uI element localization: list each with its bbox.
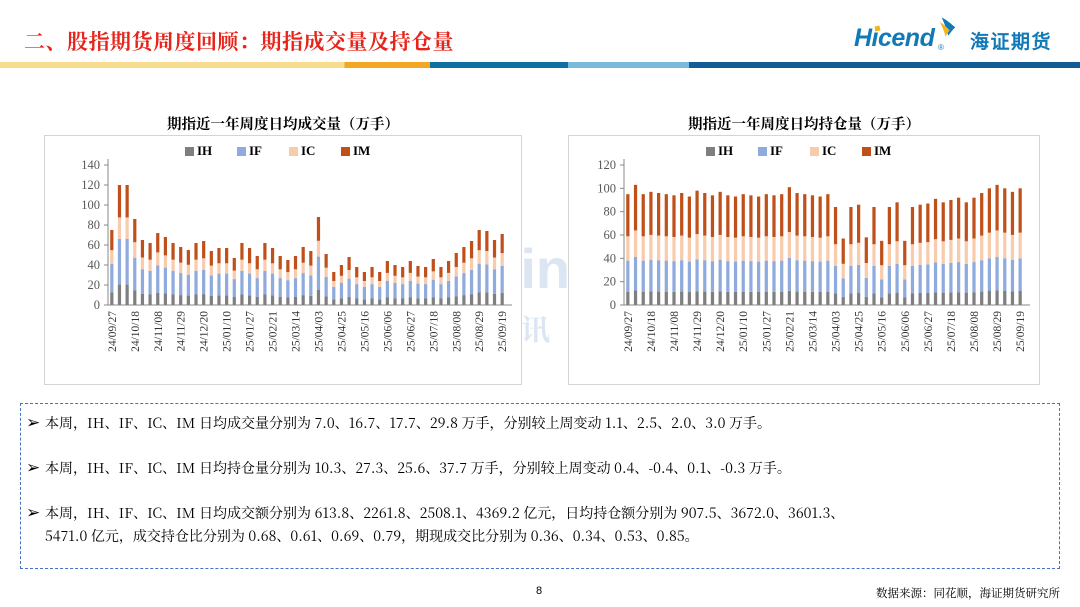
svg-text:25/01/10: 25/01/10 bbox=[738, 311, 750, 352]
svg-text:100: 100 bbox=[597, 181, 616, 195]
svg-text:20: 20 bbox=[88, 278, 101, 292]
svg-text:24/11/08: 24/11/08 bbox=[153, 311, 165, 352]
svg-text:IC: IC bbox=[301, 143, 315, 158]
svg-text:24/09/27: 24/09/27 bbox=[107, 311, 119, 352]
svg-text:25/08/08: 25/08/08 bbox=[451, 311, 463, 352]
svg-text:100: 100 bbox=[81, 198, 100, 212]
svg-text:25/06/06: 25/06/06 bbox=[900, 311, 912, 352]
svg-text:25/04/03: 25/04/03 bbox=[313, 311, 325, 352]
svg-text:24/10/18: 24/10/18 bbox=[646, 311, 658, 352]
svg-text:24/12/20: 24/12/20 bbox=[199, 311, 211, 352]
svg-text:120: 120 bbox=[81, 178, 100, 192]
svg-text:24/10/18: 24/10/18 bbox=[130, 311, 142, 352]
svg-text:IF: IF bbox=[249, 143, 262, 158]
svg-text:25/08/29: 25/08/29 bbox=[992, 311, 1004, 352]
svg-text:25/02/21: 25/02/21 bbox=[268, 311, 280, 352]
svg-text:140: 140 bbox=[81, 158, 100, 172]
svg-text:120: 120 bbox=[597, 158, 616, 172]
svg-text:20: 20 bbox=[604, 275, 617, 289]
svg-text:IM: IM bbox=[874, 143, 891, 158]
svg-text:24/11/29: 24/11/29 bbox=[692, 311, 704, 352]
svg-text:24/11/08: 24/11/08 bbox=[669, 311, 681, 352]
svg-text:25/03/14: 25/03/14 bbox=[807, 311, 819, 352]
svg-text:25/04/03: 25/04/03 bbox=[831, 311, 843, 352]
svg-text:25/01/10: 25/01/10 bbox=[222, 311, 234, 352]
svg-text:25/09/19: 25/09/19 bbox=[497, 311, 509, 352]
svg-text:IM: IM bbox=[353, 143, 370, 158]
svg-text:80: 80 bbox=[88, 218, 101, 232]
svg-text:25/05/16: 25/05/16 bbox=[359, 311, 371, 352]
svg-text:IH: IH bbox=[197, 143, 212, 158]
svg-text:24/09/27: 24/09/27 bbox=[623, 311, 635, 352]
svg-text:IH: IH bbox=[718, 143, 733, 158]
svg-text:25/01/27: 25/01/27 bbox=[761, 311, 773, 352]
svg-text:25/01/27: 25/01/27 bbox=[245, 311, 257, 352]
svg-text:25/06/27: 25/06/27 bbox=[923, 311, 935, 352]
svg-text:0: 0 bbox=[94, 298, 100, 312]
svg-text:25/04/25: 25/04/25 bbox=[854, 311, 866, 352]
svg-text:25/03/14: 25/03/14 bbox=[291, 311, 303, 352]
svg-text:40: 40 bbox=[88, 258, 101, 272]
svg-text:60: 60 bbox=[88, 238, 101, 252]
svg-text:24/12/20: 24/12/20 bbox=[715, 311, 727, 352]
svg-text:0: 0 bbox=[610, 298, 616, 312]
svg-text:25/05/16: 25/05/16 bbox=[877, 311, 889, 352]
svg-text:40: 40 bbox=[604, 251, 617, 265]
svg-text:25/08/08: 25/08/08 bbox=[969, 311, 981, 352]
svg-text:IF: IF bbox=[770, 143, 783, 158]
svg-text:60: 60 bbox=[604, 228, 617, 242]
svg-text:25/07/18: 25/07/18 bbox=[946, 311, 958, 352]
svg-text:25/04/25: 25/04/25 bbox=[336, 311, 348, 352]
svg-text:25/07/18: 25/07/18 bbox=[428, 311, 440, 352]
svg-text:IC: IC bbox=[822, 143, 836, 158]
svg-text:80: 80 bbox=[604, 205, 617, 219]
svg-text:25/06/27: 25/06/27 bbox=[405, 311, 417, 352]
svg-text:25/02/21: 25/02/21 bbox=[784, 311, 796, 352]
svg-text:25/09/19: 25/09/19 bbox=[1015, 311, 1027, 352]
svg-text:25/06/06: 25/06/06 bbox=[382, 311, 394, 352]
svg-text:24/11/29: 24/11/29 bbox=[176, 311, 188, 352]
svg-text:25/08/29: 25/08/29 bbox=[474, 311, 486, 352]
